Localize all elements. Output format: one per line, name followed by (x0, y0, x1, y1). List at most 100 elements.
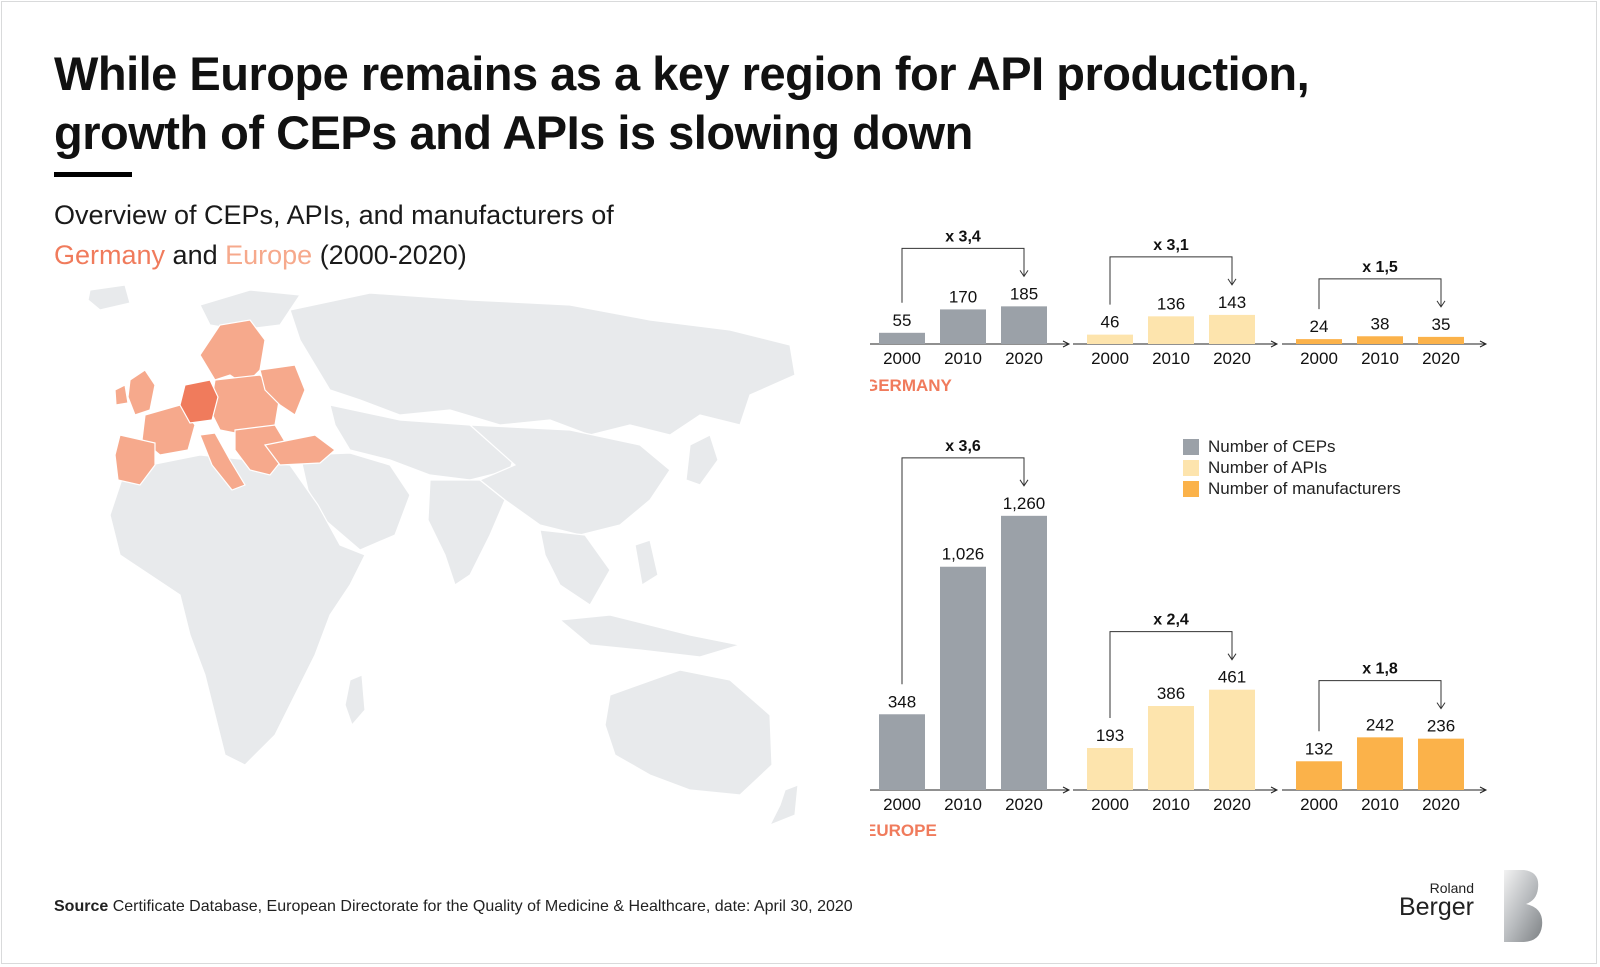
europe-apis-growth-arrow (1227, 653, 1237, 661)
source-label: Source (54, 898, 109, 915)
europe-apis-tick-2020: 2020 (1213, 795, 1251, 814)
germany-apis-bar-2000 (1087, 334, 1133, 344)
germany-ceps-value-label-2010: 170 (949, 287, 977, 306)
germany-apis-growth-bracket (1109, 256, 1233, 305)
europe-ceps-value-label-2010: 1,026 (942, 545, 985, 564)
legend-item-apis: Number of APIs (1183, 457, 1401, 478)
europe-apis-bar-2010 (1148, 706, 1194, 790)
europe-manufacturers-axis-arrow (1479, 786, 1488, 794)
germany-apis-value-label-2010: 136 (1157, 294, 1185, 313)
europe-manufacturers-growth-bracket (1318, 680, 1442, 732)
europe-manufacturers-bar-2020 (1418, 738, 1464, 790)
germany-apis-growth-arrow (1227, 278, 1237, 286)
legend-label-ceps: Number of CEPs (1208, 436, 1336, 456)
germany-apis-value-label-2020: 143 (1218, 293, 1246, 312)
europe-ceps-growth-bracket (901, 457, 1025, 685)
legend-swatch-manufacturers (1183, 480, 1199, 497)
map-land-indonesia (558, 614, 741, 658)
subtitle-europe: Europe (225, 240, 313, 270)
germany-apis-bar-2010 (1148, 316, 1194, 344)
germany-ceps-value-label-2020: 185 (1010, 284, 1038, 303)
europe-manufacturers-value-label-2000: 132 (1305, 739, 1333, 758)
germany-manufacturers-bar-2020 (1418, 336, 1464, 344)
legend-label-apis: Number of APIs (1208, 457, 1328, 477)
europe-apis-tick-2010: 2010 (1152, 795, 1190, 814)
germany-region-label: GERMANY (870, 376, 953, 395)
map-land-new-zealand (768, 784, 799, 827)
germany-apis-tick-2020: 2020 (1213, 349, 1251, 368)
map-europe-east (259, 364, 306, 416)
subtitle-and: and (165, 240, 226, 270)
logo-b-icon (1504, 870, 1543, 942)
germany-manufacturers-value-label-2020: 35 (1432, 315, 1451, 334)
subtitle-period: (2000-2020) (312, 240, 467, 270)
legend: Number of CEPs Number of APIs Number of … (1183, 436, 1401, 499)
subtitle-germany: Germany (54, 240, 166, 270)
europe-ceps-axis-arrow (1062, 786, 1071, 794)
map-land-africa (109, 454, 366, 766)
map-europe-balkans (234, 424, 291, 476)
europe-apis-value-label-2010: 386 (1157, 684, 1185, 703)
germany-apis-axis-arrow (1270, 340, 1279, 348)
subtitle-line2: Germany and Europe (2000-2020) (54, 235, 614, 275)
map-land-india (427, 479, 506, 586)
legend-item-ceps: Number of CEPs (1183, 436, 1401, 457)
legend-swatch-ceps (1183, 438, 1199, 455)
europe-manufacturers-growth-arrow (1436, 702, 1446, 710)
germany-ceps-axis-arrow (1062, 340, 1071, 348)
europe-ceps-tick-2000: 2000 (883, 795, 921, 814)
germany-manufacturers-bar-2010 (1357, 336, 1403, 344)
map-europe-uk (127, 369, 156, 416)
germany-manufacturers-tick-2020: 2020 (1422, 349, 1460, 368)
europe-apis-bar-2000 (1087, 748, 1133, 790)
germany-ceps-growth-label: x 3,4 (945, 228, 981, 245)
europe-manufacturers-value-label-2010: 242 (1366, 715, 1394, 734)
europe-manufacturers-tick-2020: 2020 (1422, 795, 1460, 814)
europe-manufacturers-value-label-2020: 236 (1427, 717, 1455, 736)
germany-manufacturers-bar-2000 (1296, 339, 1342, 344)
europe-manufacturers-bar-2000 (1296, 761, 1342, 790)
map-europe-italy (199, 432, 246, 491)
germany-manufacturers-value-label-2010: 38 (1371, 314, 1390, 333)
map-land-russia (289, 292, 796, 436)
germany-ceps-bar-2020 (1001, 306, 1047, 344)
germany-apis-bar-2020 (1209, 314, 1255, 344)
europe-ceps-bar-2000 (879, 714, 925, 790)
germany-apis-growth-label: x 3,1 (1153, 237, 1189, 254)
europe-apis-tick-2000: 2000 (1091, 795, 1129, 814)
map-europe-iberia (114, 434, 156, 486)
map-europe-ireland (114, 384, 129, 406)
europe-apis-bar-2020 (1209, 689, 1255, 790)
europe-ceps-value-label-2000: 348 (888, 692, 916, 711)
map-europe-turkey (263, 434, 336, 466)
map-land-scandinavia-north (199, 289, 302, 331)
legend-label-manufacturers: Number of manufacturers (1208, 478, 1401, 498)
source-note: Source Certificate Database, European Di… (54, 898, 853, 916)
map-land-madagascar (344, 674, 366, 727)
germany-ceps-tick-2000: 2000 (883, 349, 921, 368)
germany-apis-value-label-2000: 46 (1101, 313, 1120, 332)
europe-manufacturers-tick-2010: 2010 (1361, 795, 1399, 814)
europe-apis-growth-label: x 2,4 (1153, 612, 1189, 629)
europe-region-label: EUROPE (870, 821, 937, 840)
europe-ceps-tick-2020: 2020 (1005, 795, 1043, 814)
germany-manufacturers-growth-bracket (1318, 278, 1442, 310)
map-land-australia (604, 669, 773, 796)
map-land-japan (685, 434, 719, 486)
europe-manufacturers-tick-2000: 2000 (1300, 795, 1338, 814)
germany-ceps-bar-2000 (879, 332, 925, 344)
page-title: While Europe remains as a key region for… (54, 47, 1310, 159)
germany-ceps-growth-arrow (1019, 270, 1029, 278)
germany-ceps-tick-2010: 2010 (944, 349, 982, 368)
germany-manufacturers-tick-2010: 2010 (1361, 349, 1399, 368)
europe-apis-value-label-2000: 193 (1096, 726, 1124, 745)
source-text: Certificate Database, European Directora… (108, 898, 853, 915)
map-land-se-asia (539, 529, 611, 606)
europe-apis-growth-bracket (1109, 631, 1233, 719)
germany-apis-tick-2000: 2000 (1091, 349, 1129, 368)
europe-manufacturers-growth-label: x 1,8 (1362, 661, 1398, 678)
roland-berger-logo: Roland Berger (1392, 866, 1552, 946)
world-map (87, 285, 799, 827)
legend-item-manufacturers: Number of manufacturers (1183, 478, 1401, 499)
title-rule (54, 172, 132, 177)
